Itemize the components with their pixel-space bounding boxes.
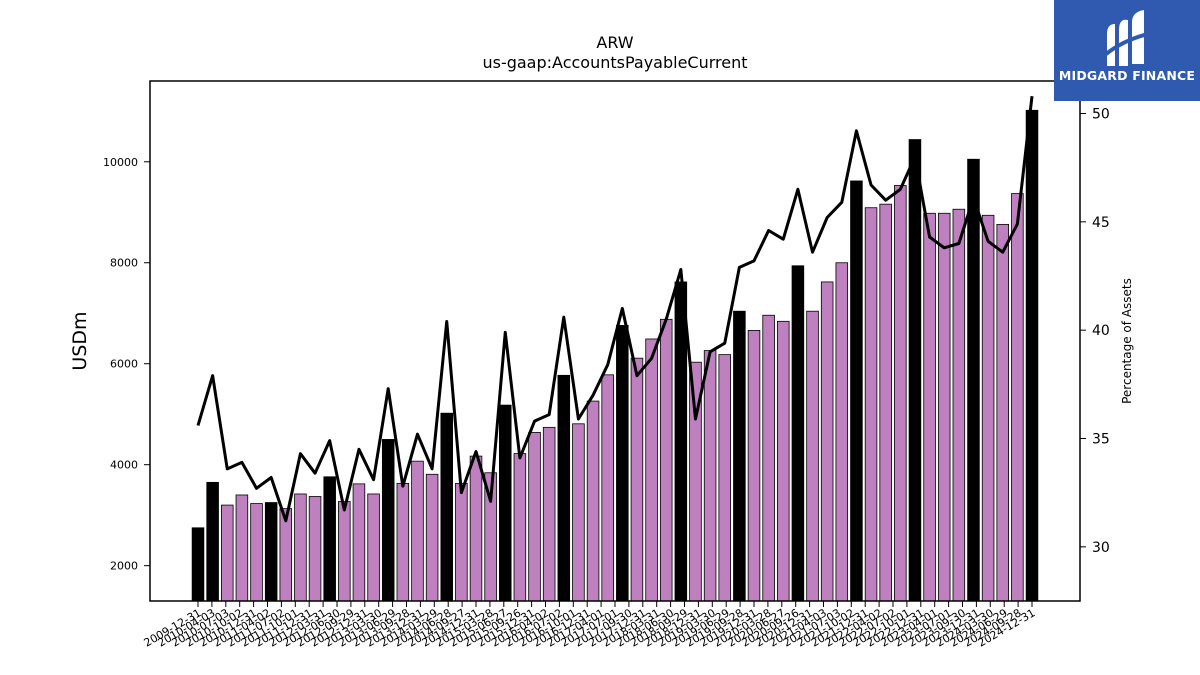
bar: [206, 481, 219, 602]
bar: [645, 338, 658, 602]
bar: [221, 504, 234, 602]
y-axis-label: USDm: [69, 311, 91, 370]
bar: [528, 431, 541, 602]
y-tick-label: 6000: [110, 358, 138, 371]
bar: [733, 310, 746, 602]
bar: [703, 350, 717, 602]
bar: [279, 508, 293, 602]
bar: [1011, 193, 1024, 602]
bar: [396, 482, 410, 602]
bar: [835, 262, 849, 602]
logo-text: MIDGARD FINANCE: [1058, 68, 1196, 83]
bar: [572, 423, 585, 602]
chart-title: ARW: [596, 33, 633, 52]
bar: [937, 212, 951, 602]
y-tick-label: 8000: [110, 257, 138, 270]
bar: [338, 501, 351, 602]
bar: [762, 314, 775, 602]
bar: [250, 503, 263, 602]
bar: [850, 180, 863, 602]
bar: [308, 496, 322, 602]
bar: [513, 453, 527, 602]
y2-tick-label: 50: [1092, 107, 1110, 123]
bar: [879, 203, 892, 602]
y-tick-label: 10000: [103, 156, 138, 169]
bar: [601, 374, 614, 602]
chart-title-group: ARW us-gaap:AccountsPayableCurrent: [482, 33, 747, 72]
bar: [425, 473, 439, 602]
y2-tick-label: 30: [1092, 540, 1110, 556]
bar: [952, 208, 966, 602]
bar: [864, 207, 878, 602]
bar: [294, 493, 307, 602]
bar: [235, 494, 249, 602]
logo-mark-icon: [1104, 10, 1149, 66]
bar: [791, 265, 805, 602]
y-tick-label: 2000: [110, 560, 138, 573]
line-series: [196, 95, 1034, 523]
bar: [806, 310, 819, 602]
bar: [908, 139, 922, 602]
bar: [659, 318, 673, 602]
bar: [499, 404, 512, 602]
bar: [542, 426, 556, 602]
y2-tick-label: 40: [1092, 323, 1110, 339]
bar: [191, 527, 205, 602]
x-axis: 2009-12-312010-04-032010-07-032010-10-02…: [142, 601, 1038, 650]
bar: [967, 158, 980, 602]
bar: [981, 214, 995, 602]
y2-tick-label: 35: [1092, 432, 1110, 448]
bar: [894, 185, 907, 602]
bar: [264, 502, 278, 602]
bar: [586, 400, 600, 602]
bar: [557, 374, 571, 602]
y2-axis-label: Percentage of Assets: [1120, 278, 1134, 404]
right-axis: 30 35 40 45 50: [1080, 107, 1110, 556]
brand-logo: MIDGARD FINANCE: [1054, 0, 1200, 101]
bar-series: [191, 109, 1039, 602]
bar: [455, 482, 468, 602]
chart-subtitle: us-gaap:AccountsPayableCurrent: [482, 53, 747, 72]
bar: [616, 324, 629, 602]
bar: [1025, 109, 1039, 602]
bar: [352, 483, 366, 602]
y2-tick-label: 45: [1092, 215, 1110, 231]
bar: [820, 281, 834, 602]
y-tick-label: 4000: [110, 459, 138, 472]
bar: [440, 412, 453, 602]
bar: [411, 460, 424, 602]
left-axis: 2000 4000 6000 8000 10000: [103, 156, 150, 573]
bar: [367, 493, 380, 602]
bar: [674, 281, 688, 602]
bar: [747, 329, 761, 602]
bar: [777, 320, 790, 602]
bar: [323, 476, 336, 602]
bar: [923, 212, 936, 602]
bar: [381, 439, 395, 602]
bar: [469, 455, 483, 602]
bar: [996, 223, 1009, 602]
bar: [718, 354, 731, 602]
bar: [630, 357, 644, 602]
